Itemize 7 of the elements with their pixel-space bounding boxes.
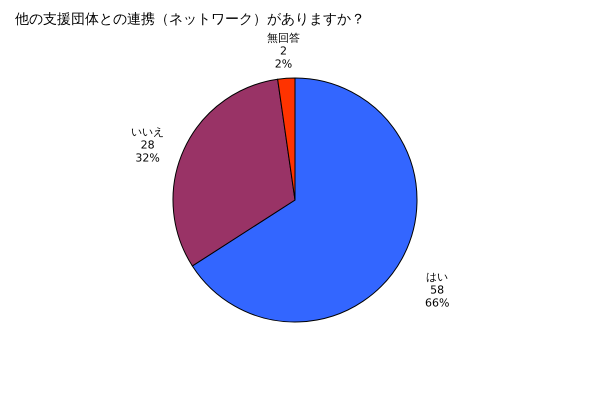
data-label: 28 32% <box>135 138 160 165</box>
data-label: 58 66% <box>424 284 450 310</box>
data-label: 2 2% <box>274 44 292 70</box>
slice-label: 無回答 <box>266 31 300 44</box>
chart-title: 他の支援団体との連携（ネットワーク）がありますか？ <box>15 11 365 28</box>
slice-label: いいえ <box>131 126 164 139</box>
slice-label: はい <box>426 270 448 284</box>
